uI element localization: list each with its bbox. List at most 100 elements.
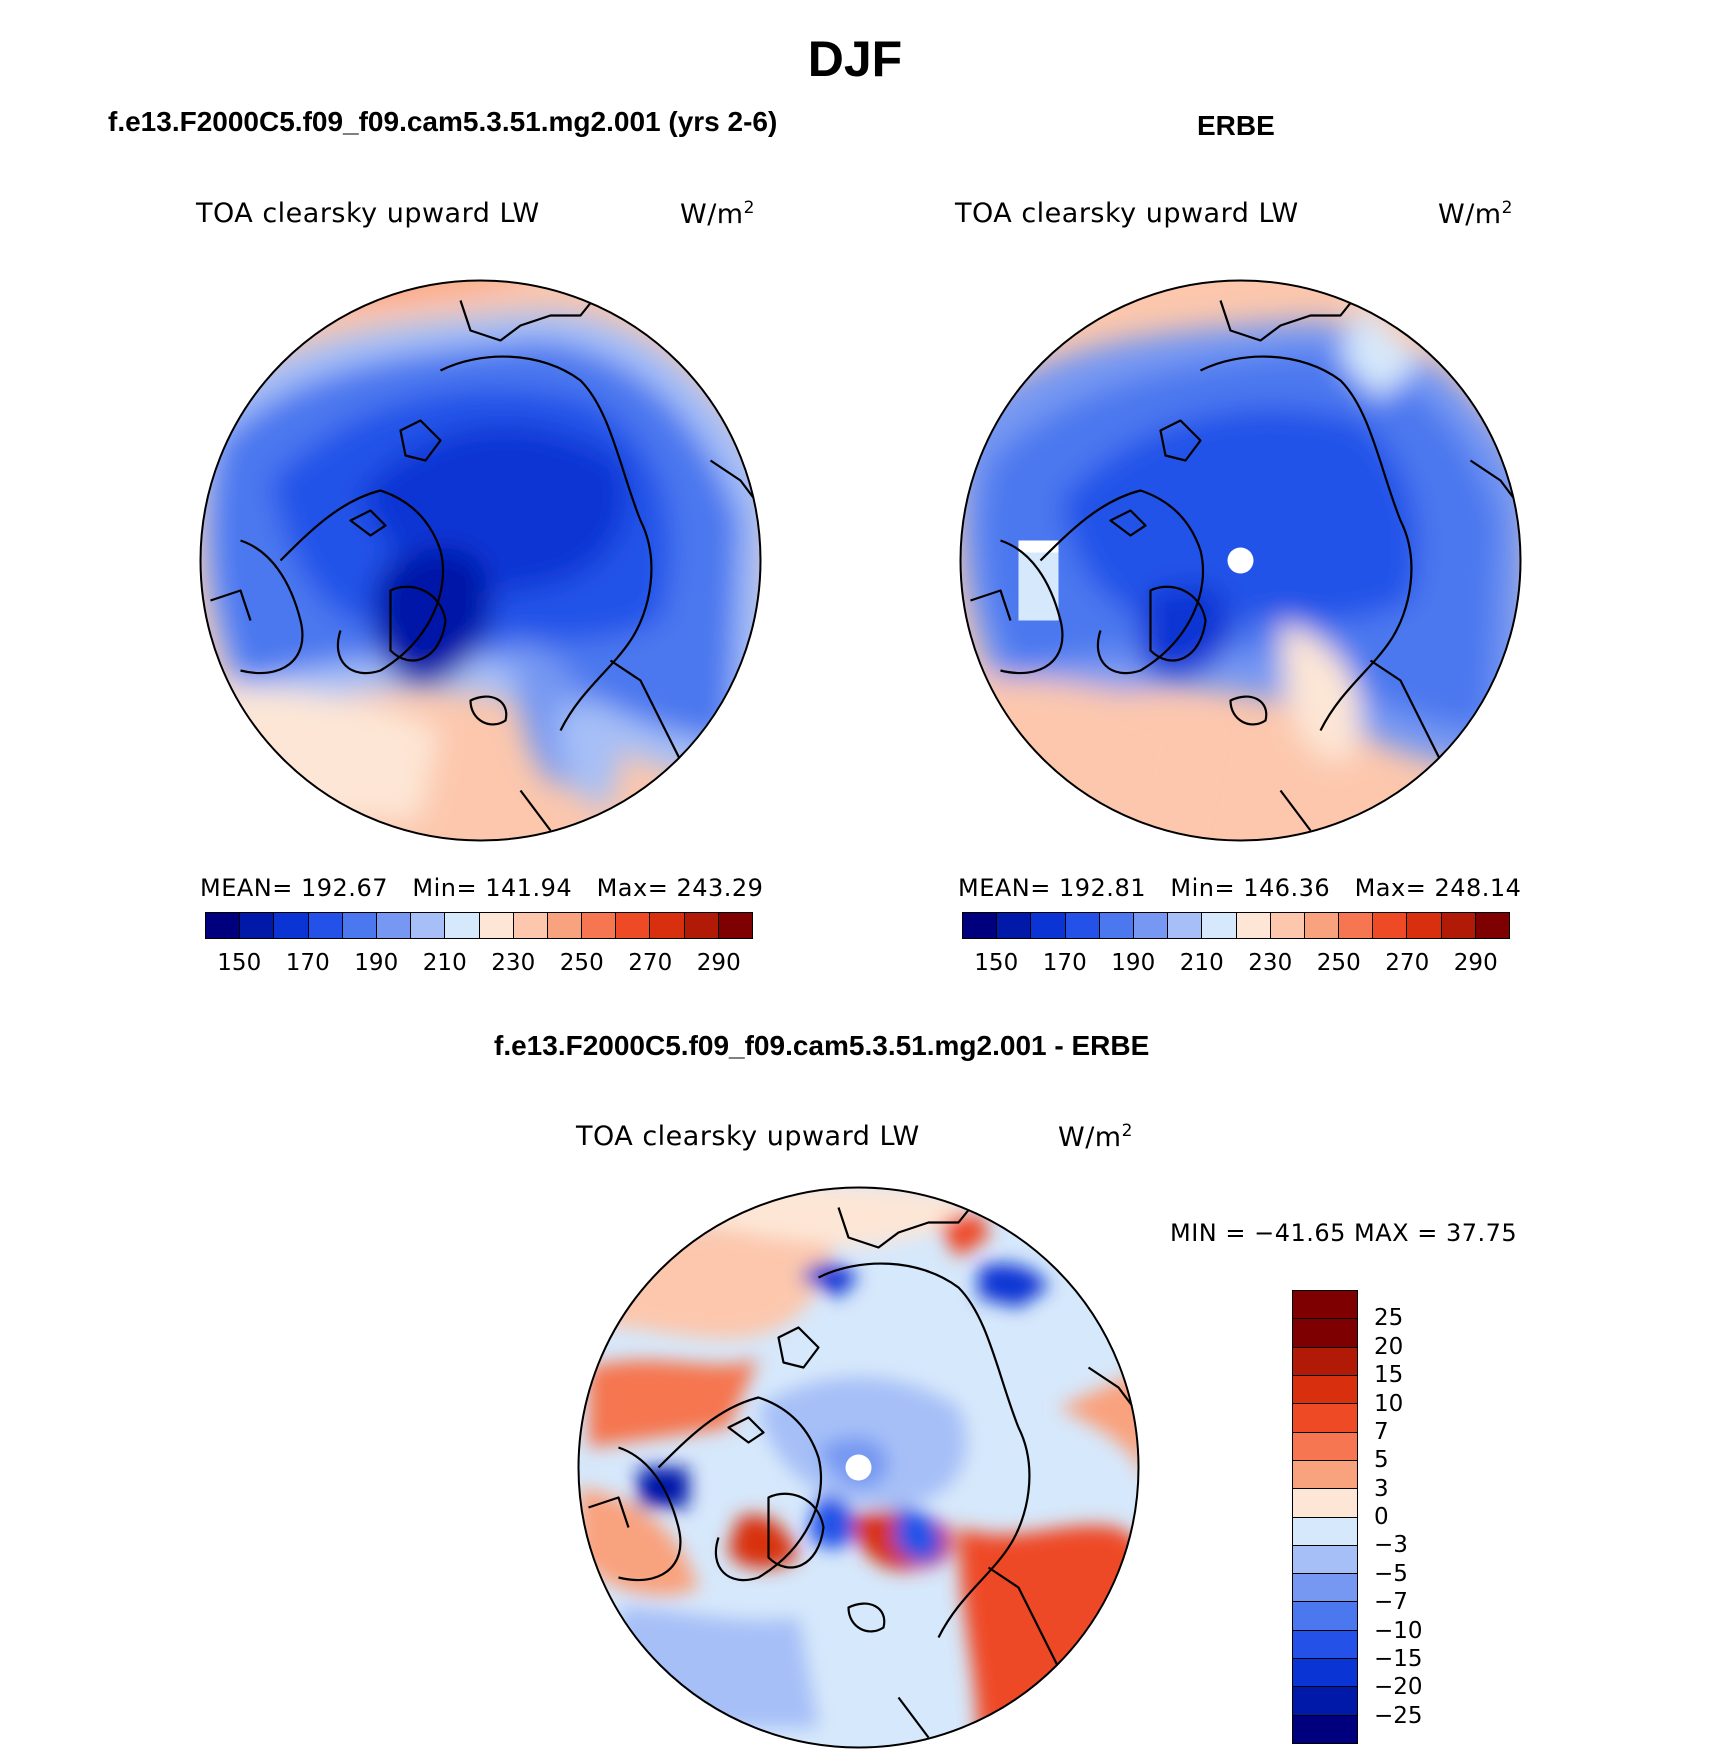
- diff-colorbar-tick-label: 10: [1374, 1390, 1404, 1417]
- obs-max-label: Max=: [1354, 874, 1427, 902]
- diff-colorbar-tick-label: 3: [1374, 1475, 1389, 1502]
- obs-colorbar-swatch: [1133, 913, 1169, 938]
- diff-colorbar-swatch: [1293, 1630, 1357, 1660]
- model-colorbar-swatch: [718, 913, 752, 938]
- obs-colorbar-swatch: [1475, 913, 1509, 938]
- obs-stats: MEAN= 192.81 Min= 146.36 Max= 248.14: [958, 874, 1521, 902]
- model-panel-title: f.e13.F2000C5.f09_f09.cam5.3.51.mg2.001 …: [108, 106, 778, 137]
- model-colorbar-swatch: [342, 913, 377, 938]
- model-colorbar-tick-label: 250: [559, 950, 604, 976]
- obs-colorbar-tick-label: 210: [1179, 950, 1224, 976]
- model-colorbar-swatch: [445, 913, 480, 938]
- diff-colorbar-swatch: [1293, 1545, 1357, 1575]
- diff-colorbar-tick-label: −5: [1374, 1560, 1408, 1587]
- obs-colorbar-swatch: [1441, 913, 1476, 938]
- diff-colorbar-swatch: [1293, 1319, 1357, 1348]
- diff-colorbar-tick-label: −15: [1374, 1645, 1423, 1672]
- model-stats: MEAN= 192.67 Min= 141.94 Max= 243.29: [200, 874, 763, 902]
- diff-colorbar-swatch: [1293, 1291, 1357, 1320]
- obs-colorbar-swatch: [1304, 913, 1340, 938]
- diff-colorbar: [1292, 1290, 1358, 1744]
- obs-max-value: 248.14: [1434, 874, 1522, 902]
- diff-colorbar-swatch: [1293, 1659, 1357, 1688]
- diff-colorbar-swatch: [1293, 1460, 1357, 1490]
- diff-colorbar-swatch: [1293, 1574, 1357, 1603]
- obs-panel-title: ERBE: [1197, 110, 1275, 141]
- obs-polar-map: [959, 279, 1522, 842]
- diff-colorbar-tick-label: 7: [1374, 1418, 1389, 1445]
- model-variable-label: TOA clearsky upward LW: [196, 198, 540, 229]
- diff-colorbar-swatch: [1293, 1432, 1357, 1461]
- model-max-value: 243.29: [676, 874, 764, 902]
- model-colorbar-tick-label: 290: [696, 950, 741, 976]
- obs-colorbar-swatch: [1373, 913, 1408, 938]
- obs-colorbar-tick-label: 270: [1385, 950, 1430, 976]
- model-max-label: Max=: [596, 874, 669, 902]
- diff-minmax: MIN = −41.65 MAX = 37.75: [1170, 1219, 1518, 1247]
- diff-colorbar-swatch: [1293, 1517, 1357, 1546]
- model-units-label: W/m2: [680, 198, 755, 230]
- obs-colorbar-swatch: [1031, 913, 1066, 938]
- diff-colorbar-swatch: [1293, 1375, 1357, 1405]
- obs-colorbar-tick-label: 230: [1248, 950, 1293, 976]
- obs-colorbar-swatch: [1168, 913, 1203, 938]
- diff-colorbar-tick-label: −25: [1374, 1702, 1423, 1729]
- diff-colorbar-tick-label: −10: [1374, 1617, 1423, 1644]
- obs-mean-value: 192.81: [1059, 874, 1146, 902]
- diff-colorbar-tick-label: −20: [1374, 1674, 1423, 1701]
- model-colorbar-swatch: [616, 913, 651, 938]
- model-colorbar-tick-label: 170: [285, 950, 330, 976]
- model-polar-map: [199, 279, 762, 842]
- model-colorbar-tick-label: 150: [217, 950, 262, 976]
- obs-colorbar-tick-label: 290: [1453, 950, 1498, 976]
- obs-colorbar-swatch: [1270, 913, 1305, 938]
- obs-mean-label: MEAN=: [958, 874, 1051, 902]
- obs-colorbar-swatch: [1407, 913, 1442, 938]
- model-colorbar-swatch: [376, 913, 412, 938]
- figure-title: DJF: [807, 31, 903, 87]
- model-mean-label: MEAN=: [200, 874, 293, 902]
- diff-polar-map: [577, 1186, 1140, 1749]
- model-colorbar-tick-label: 230: [491, 950, 536, 976]
- obs-colorbar-tick-label: 150: [974, 950, 1019, 976]
- obs-colorbar-swatch: [997, 913, 1032, 938]
- obs-colorbar: [962, 912, 1510, 939]
- obs-colorbar-tick-label: 250: [1316, 950, 1361, 976]
- diff-colorbar-tick-label: 5: [1374, 1447, 1389, 1474]
- obs-colorbar-swatch: [1099, 913, 1134, 938]
- obs-colorbar-swatch: [1236, 913, 1271, 938]
- obs-colorbar-tick-label: 190: [1111, 950, 1156, 976]
- model-colorbar-tick-label: 270: [628, 950, 673, 976]
- model-colorbar-swatch: [547, 913, 583, 938]
- model-colorbar-tick-label: 190: [354, 950, 399, 976]
- diff-variable-label: TOA clearsky upward LW: [576, 1121, 920, 1152]
- model-mean-value: 192.67: [301, 874, 388, 902]
- model-colorbar-tick-label: 210: [422, 950, 467, 976]
- obs-colorbar-swatch: [1339, 913, 1374, 938]
- model-colorbar-swatch: [513, 913, 548, 938]
- diff-colorbar-swatch: [1293, 1687, 1357, 1716]
- obs-variable-label: TOA clearsky upward LW: [955, 198, 1299, 229]
- obs-min-label: Min=: [1170, 874, 1236, 902]
- obs-colorbar-swatch: [1065, 913, 1100, 938]
- diff-colorbar-tick-label: 25: [1374, 1305, 1404, 1332]
- obs-colorbar-swatch: [963, 913, 998, 938]
- model-min-value: 141.94: [485, 874, 573, 902]
- model-colorbar: [205, 912, 753, 939]
- diff-panel-title: f.e13.F2000C5.f09_f09.cam5.3.51.mg2.001 …: [494, 1030, 1150, 1061]
- diff-colorbar-tick-label: −7: [1374, 1589, 1408, 1616]
- obs-units-label: W/m2: [1438, 198, 1513, 230]
- obs-min-value: 146.36: [1243, 874, 1331, 902]
- obs-colorbar-swatch: [1202, 913, 1237, 938]
- model-colorbar-swatch: [206, 913, 241, 938]
- model-colorbar-swatch: [240, 913, 275, 938]
- model-min-label: Min=: [412, 874, 478, 902]
- diff-colorbar-tick-label: −3: [1374, 1532, 1408, 1559]
- obs-colorbar-ticks: 150 170 190 210 230 250 270 290: [962, 950, 1510, 980]
- model-colorbar-swatch: [582, 913, 617, 938]
- diff-colorbar-swatch: [1293, 1347, 1357, 1376]
- diff-units-label: W/m2: [1058, 1121, 1133, 1153]
- diff-colorbar-swatch: [1293, 1602, 1357, 1631]
- model-colorbar-swatch: [684, 913, 719, 938]
- model-colorbar-swatch: [479, 913, 514, 938]
